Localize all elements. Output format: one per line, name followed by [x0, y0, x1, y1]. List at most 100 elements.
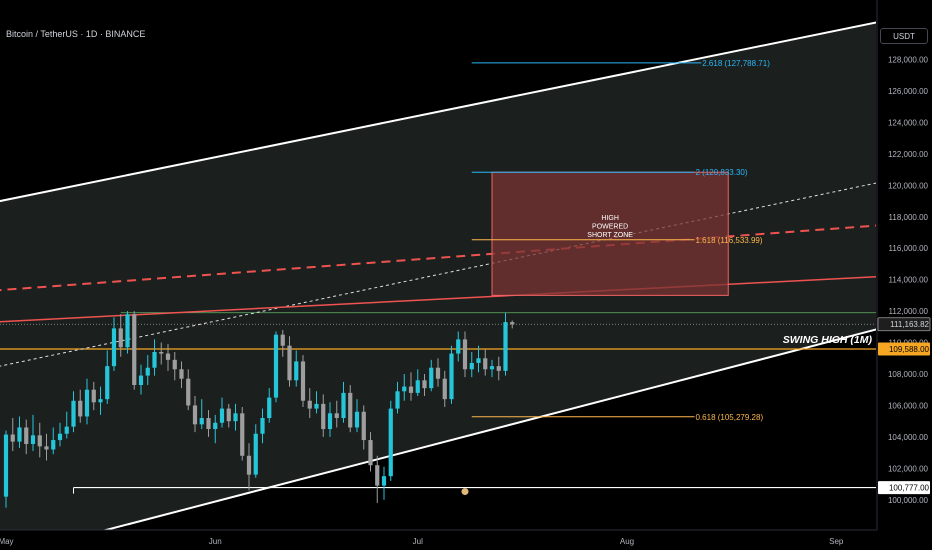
candle-body [408, 386, 414, 393]
candle-body [118, 328, 123, 348]
candle-body [64, 426, 69, 434]
candle-body [489, 366, 495, 370]
time-tick-label: Sep [829, 537, 844, 546]
candle-body [280, 334, 285, 346]
time-tick-label: Jul [413, 537, 423, 546]
candle-body [415, 380, 420, 393]
price-tick-label: 116,000.00 [889, 244, 929, 253]
price-tick-label: 128,000.00 [888, 56, 929, 65]
candle-body [253, 433, 258, 475]
candle-body [51, 440, 56, 450]
candle-body [206, 418, 211, 430]
candle-body [429, 367, 434, 389]
candle-body [84, 389, 90, 417]
candle-body [300, 361, 306, 401]
candle-body [240, 413, 245, 456]
price-tag-label: 109,588.00 [889, 345, 930, 354]
price-tick-label: 108,000.00 [888, 370, 929, 379]
price-tick-label: 106,000.00 [888, 401, 929, 410]
candle-body [10, 434, 15, 442]
price-tag-box [877, 317, 931, 332]
candle-body [260, 418, 265, 434]
candle-body [422, 380, 427, 389]
price-tick-label: 124,000.00 [888, 118, 929, 127]
candle-body [44, 446, 49, 450]
candle-body [294, 361, 299, 381]
candle-body [233, 413, 238, 422]
channel-fill [0, 22, 876, 530]
swing-high-label: SWING HIGH (1M) [783, 334, 873, 346]
candle-body [37, 435, 42, 447]
price-tags-group: 111,163.82 109,588.00 100,777.00 [877, 317, 931, 495]
candle-body [192, 405, 198, 425]
price-tick-label: 126,000.00 [888, 87, 929, 96]
channel-upper-line [0, 21, 876, 203]
candle-body [483, 358, 488, 370]
candle-body [449, 353, 454, 400]
candle-body [71, 400, 76, 427]
time-axis-background [0, 530, 877, 550]
candle-body [314, 403, 319, 409]
fib-level-label: 2 (120,833.30) [696, 168, 748, 177]
time-axis[interactable]: May Jun Jul Aug Sep [0, 529, 877, 550]
trend-lines-group [0, 182, 876, 494]
price-tag-label: 100,777.00 [889, 484, 930, 493]
candle-body [98, 399, 103, 403]
fib-level-label: 2.618 (127,788.71) [702, 59, 770, 68]
price-tag-box [878, 481, 930, 495]
price-tick-label: 104,000.00 [888, 433, 929, 442]
candle-body [267, 397, 272, 419]
candle-body [388, 408, 393, 477]
candle-body [172, 359, 177, 370]
short-zone-label: SHORT ZONE [587, 232, 633, 239]
candle-body [321, 403, 326, 430]
price-tag-box [878, 342, 930, 356]
short-zone-box [491, 171, 729, 296]
candle-body [503, 322, 508, 371]
fib-level-label: 0.618 (105,279.28) [696, 413, 764, 422]
price-tick-label: 118,000.00 [889, 213, 929, 222]
price-tick-label: 120,000.00 [888, 181, 929, 190]
fib-level-label: 1.618 (116,533.99) [696, 236, 763, 245]
candle-body [442, 378, 447, 400]
candle-body [24, 427, 29, 444]
candle-body [334, 413, 339, 419]
candle-body [476, 358, 481, 363]
candle-body [152, 351, 157, 368]
candle-body [327, 413, 333, 430]
short-zone-label: HIGH [601, 215, 619, 222]
annotations-group: SWING HIGH (1M) [783, 334, 873, 346]
price-axis[interactable]: 100,000.00 102,000.00 104,000.00 106,000.00… [876, 0, 932, 550]
candle-body [435, 367, 441, 379]
candle-body [361, 411, 366, 441]
price-tag-label: 111,163.82 [890, 320, 929, 329]
candle-body [341, 392, 346, 419]
time-tick-label: Aug [620, 537, 634, 546]
candle-body [138, 375, 144, 386]
candle-body [78, 400, 83, 417]
currency-button[interactable]: USDT [880, 28, 928, 44]
candle-body [132, 314, 137, 386]
event-marker [461, 488, 469, 496]
time-tick-label: May [0, 537, 14, 546]
candle-body [402, 386, 407, 392]
candle-body [91, 389, 96, 403]
channel-group [0, 21, 876, 530]
candle-body [199, 418, 204, 425]
candle-body [3, 434, 9, 497]
candle-body [186, 378, 191, 406]
price-axis-background [877, 0, 932, 550]
candle-body [159, 351, 164, 354]
short-zone-label: POWERED [592, 223, 628, 230]
price-tick-label: 114,000.00 [889, 276, 929, 285]
price-tick-label: 102,000.00 [888, 464, 929, 473]
candle-body [213, 422, 218, 430]
candle-body [105, 366, 110, 400]
candle-body [496, 366, 501, 371]
candle-body [348, 392, 353, 428]
candle-body [273, 334, 279, 398]
candle-body [381, 476, 387, 486]
channel-lower-line [102, 328, 876, 530]
